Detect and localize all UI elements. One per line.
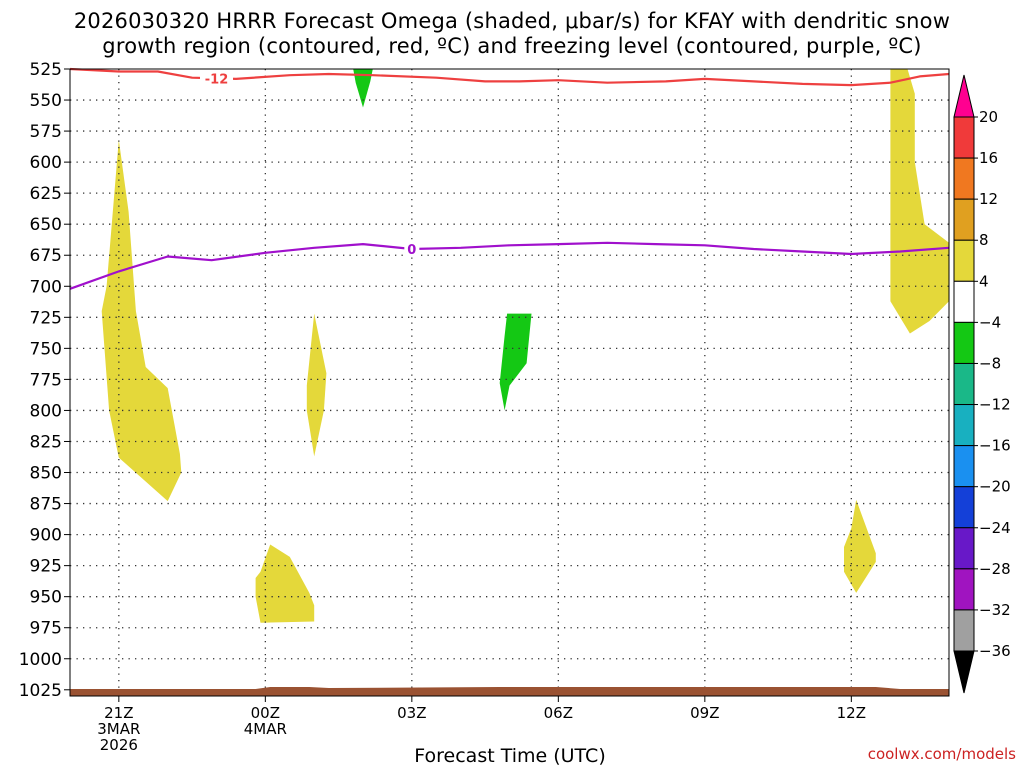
x-tick-label: 3MAR	[97, 720, 140, 738]
colorbar-label: −36	[979, 642, 1011, 660]
colorbar-label: −12	[979, 396, 1011, 414]
contour-label-0: 0	[407, 243, 416, 258]
shaded-regions	[101, 69, 949, 623]
y-tick-label: 550	[30, 91, 62, 111]
x-tick-label: 06Z	[544, 704, 573, 722]
x-tick-label: 12Z	[837, 704, 866, 722]
y-tick-label: 675	[30, 246, 62, 266]
shaded-region-5	[890, 69, 949, 334]
colorbar-swatch	[953, 362, 975, 406]
shaded-region-7	[499, 313, 532, 411]
y-tick-label: 875	[30, 495, 62, 515]
colorbar-label: 20	[979, 108, 998, 126]
colorbar-swatch	[953, 198, 975, 241]
colorbar-swatch	[953, 321, 975, 364]
y-tick-label: 950	[30, 588, 62, 608]
chart-title-line-2: growth region (contoured, red, ºC) and f…	[102, 34, 922, 58]
colorbar-label: 12	[979, 190, 998, 208]
y-tick-label: 525	[30, 60, 62, 80]
shaded-region-3	[306, 313, 327, 457]
x-tick-label: 21Z	[104, 704, 133, 722]
y-tick-label: 925	[30, 557, 62, 577]
colorbar-swatch	[953, 486, 975, 529]
x-tick-label: 00Z	[251, 704, 280, 722]
contour-line-0	[69, 241, 950, 290]
colorbar-swatch	[953, 609, 975, 652]
colorbar-bottom-triangle	[953, 650, 975, 694]
y-tick-label: 1000	[19, 650, 62, 670]
contour-label-bg	[200, 70, 233, 87]
colorbar-label: −24	[979, 519, 1011, 537]
shaded-region-1	[101, 139, 182, 502]
y-tick-label: 975	[30, 619, 62, 639]
y-tick-label: 850	[30, 464, 62, 484]
x-axis-label: Forecast Time (UTC)	[414, 745, 606, 767]
colorbar-swatch	[953, 280, 975, 323]
colorbar-top-triangle	[953, 74, 975, 118]
colorbar-label: 4	[979, 272, 989, 290]
surface-band	[70, 687, 949, 696]
colorbar-label: −28	[979, 560, 1011, 578]
colorbar-label: 8	[979, 231, 989, 249]
colorbar-swatch	[953, 568, 975, 611]
contour-label-bg	[404, 241, 420, 258]
colorbar-swatch	[953, 116, 975, 159]
colorbar-swatch	[953, 404, 975, 447]
colorbar-label: 16	[979, 149, 998, 167]
y-tick-label: 1025	[19, 681, 62, 701]
shaded-region-4	[844, 499, 876, 593]
colorbar-swatch	[953, 445, 975, 488]
x-tick-label: 09Z	[690, 704, 719, 722]
y-tick-label: 700	[30, 277, 62, 297]
x-tick-label: 4MAR	[244, 720, 287, 738]
y-tick-label: 575	[30, 122, 62, 142]
surface-band-fill	[70, 687, 949, 696]
contour-lines: -12 0	[69, 67, 950, 290]
y-tick-label: 900	[30, 526, 62, 546]
colorbar-label: −32	[979, 601, 1011, 619]
plot-frame	[69, 68, 950, 697]
colorbar-label: −8	[979, 354, 1001, 372]
colorbar: 20 16 12 8 4 −4 −8 −12 −16 −20 −24 −28 −32 −36	[953, 74, 1011, 694]
y-tick-label: 750	[30, 339, 62, 359]
y-axis-ticks: 525 550 575 600 625 650 675 700 725 750 775 800 825 8…	[19, 60, 70, 701]
colorbar-swatch	[953, 527, 975, 570]
y-tick-label: 775	[30, 370, 62, 390]
colorbar-label: −20	[979, 478, 1011, 496]
watermark: coolwx.com/models	[867, 745, 1016, 763]
y-tick-label: 825	[30, 432, 62, 452]
chart-title-line-1: 2026030320 HRRR Forecast Omega (shaded, …	[73, 9, 951, 33]
colorbar-label: −4	[979, 313, 1001, 331]
y-tick-label: 625	[30, 184, 62, 204]
y-tick-label: 650	[30, 215, 62, 235]
y-tick-label: 725	[30, 308, 62, 328]
x-tick-label: 2026	[100, 736, 138, 754]
colorbar-label: −16	[979, 437, 1011, 455]
colorbar-swatch	[953, 239, 975, 282]
shaded-region-6	[353, 69, 373, 108]
contour-label--12: -12	[205, 72, 229, 87]
grid-lines	[70, 69, 949, 696]
shaded-region-2	[255, 544, 315, 623]
colorbar-swatch	[953, 157, 975, 200]
x-tick-label: 03Z	[397, 704, 426, 722]
y-tick-label: 600	[30, 153, 62, 173]
y-tick-label: 800	[30, 401, 62, 421]
